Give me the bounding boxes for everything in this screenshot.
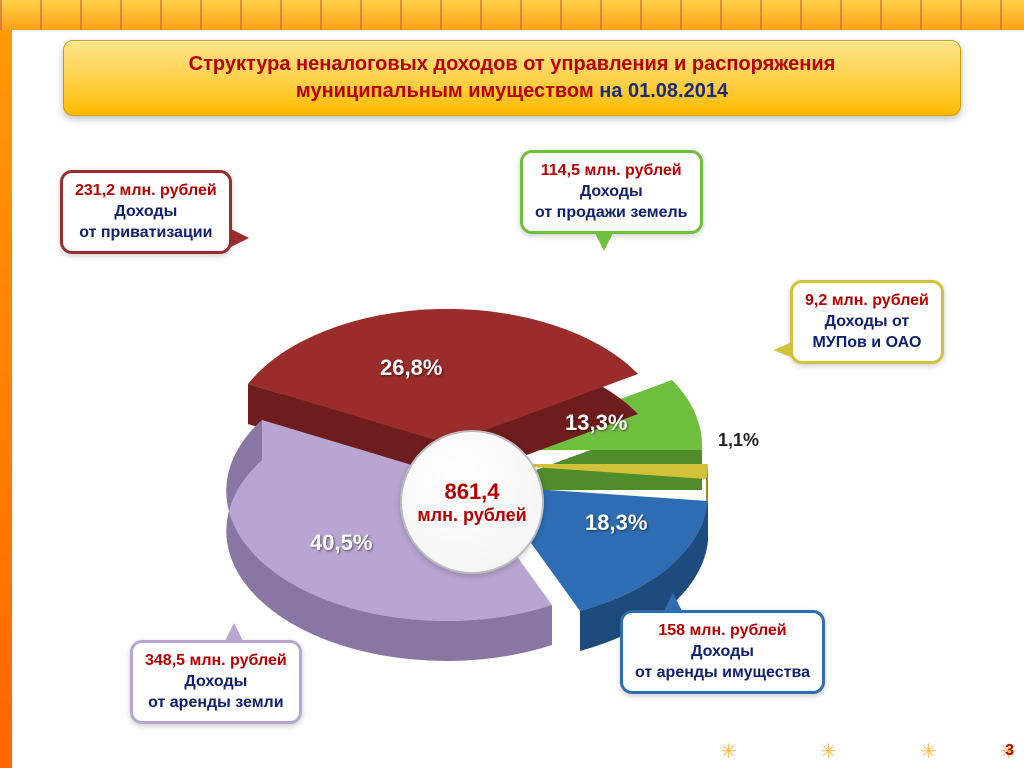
title-date: 01.08.2014 — [628, 80, 728, 102]
bottom-ornament-icon: ✳ — [720, 739, 737, 764]
callout-privatization: 231,2 млн. рублей Доходыот приватизации — [60, 170, 232, 254]
pct-land-sale: 13,3% — [565, 410, 627, 436]
pct-privatization: 26,8% — [380, 355, 442, 381]
pct-mup-oao: 1,1% — [718, 430, 759, 451]
total-value: 861,4 — [444, 479, 499, 505]
left-rail — [0, 30, 12, 768]
total-unit: млн. рублей — [417, 505, 526, 526]
callout-land-rent: 348,5 млн. рублей Доходыот аренды земли — [130, 640, 302, 724]
bottom-ornament-icon: ✳ — [920, 739, 937, 764]
pie-chart: 861,4 млн. рублей 26,8% 13,3% 1,1% 18,3%… — [20, 130, 1004, 750]
pct-land-rent: 40,5% — [310, 530, 372, 556]
center-total: 861,4 млн. рублей — [400, 430, 544, 574]
page-number: 3 — [1005, 742, 1014, 760]
title-line1: Структура неналоговых доходов от управле… — [189, 53, 836, 75]
slide-title-box: Структура неналоговых доходов от управле… — [63, 40, 961, 116]
bottom-ornament-icon: ✳ — [820, 739, 837, 764]
slide-title: Структура неналоговых доходов от управле… — [82, 51, 942, 105]
title-line2: муниципальным имуществом — [296, 80, 594, 102]
callout-property-rent: 158 млн. рублей Доходыот аренды имуществ… — [620, 610, 825, 694]
pct-property-rent: 18,3% — [585, 510, 647, 536]
callout-mup-oao: 9,2 млн. рублей Доходы отМУПов и ОАО — [790, 280, 944, 364]
top-ornament — [0, 0, 1024, 30]
callout-land-sale: 114,5 млн. рублей Доходыот продажи земел… — [520, 150, 703, 234]
